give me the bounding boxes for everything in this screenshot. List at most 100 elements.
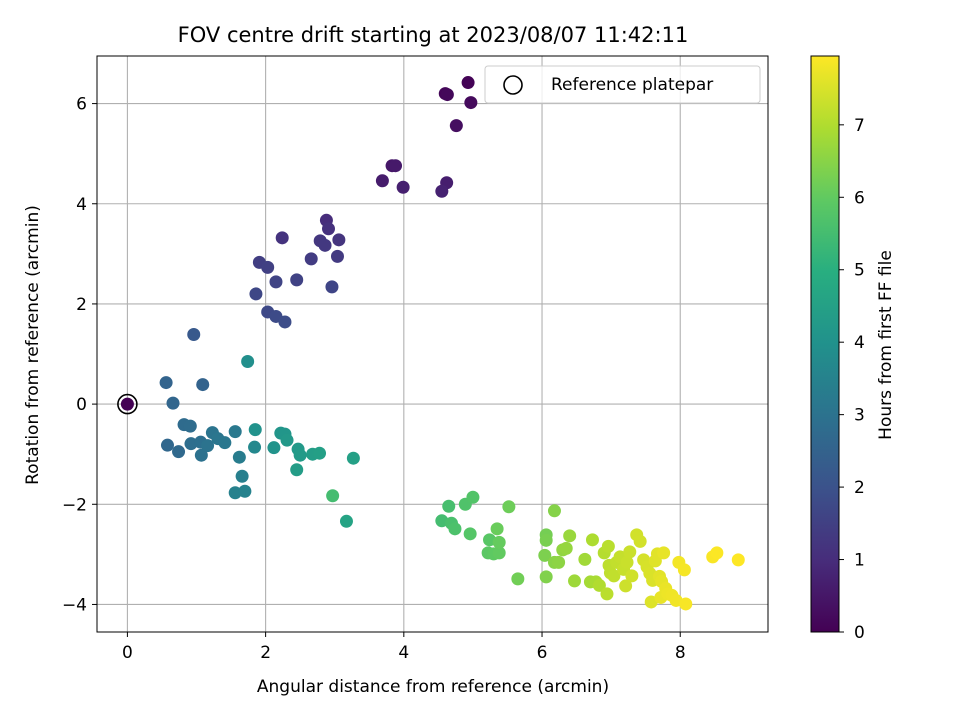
data-point bbox=[511, 572, 525, 586]
data-point bbox=[238, 484, 252, 498]
data-point bbox=[679, 597, 693, 611]
data-point bbox=[304, 252, 318, 266]
reference-marker bbox=[117, 393, 138, 415]
y-axis-label: Rotation from reference (arcmin) bbox=[23, 205, 43, 485]
grid-lines bbox=[97, 56, 768, 632]
data-point bbox=[228, 486, 242, 500]
data-point bbox=[585, 533, 599, 547]
data-point bbox=[280, 433, 294, 447]
data-point bbox=[172, 445, 186, 459]
data-point bbox=[677, 563, 691, 577]
plot-frame bbox=[96, 55, 769, 633]
data-point bbox=[261, 260, 275, 274]
data-point bbox=[633, 534, 647, 548]
data-point bbox=[339, 514, 353, 528]
data-point bbox=[248, 423, 262, 437]
data-point bbox=[194, 448, 208, 462]
y-tick-label: 0 bbox=[76, 395, 87, 415]
data-point bbox=[620, 555, 634, 569]
data-point bbox=[464, 96, 478, 110]
data-point bbox=[184, 437, 198, 451]
data-point bbox=[196, 378, 210, 392]
data-point bbox=[321, 222, 335, 236]
data-point bbox=[228, 425, 242, 439]
colorbar-tick-label: 6 bbox=[854, 188, 865, 208]
data-point bbox=[346, 451, 360, 465]
y-tick-label: −2 bbox=[62, 495, 87, 515]
colorbar-label: Hours from first FF file bbox=[876, 250, 896, 440]
data-point bbox=[396, 180, 410, 194]
data-point bbox=[644, 595, 658, 609]
colorbar-gradient bbox=[810, 55, 840, 633]
data-point bbox=[449, 119, 463, 133]
data-point bbox=[442, 499, 456, 513]
reference-platepar-marker bbox=[117, 393, 138, 415]
y-tick-label: 4 bbox=[76, 195, 87, 215]
data-point bbox=[290, 273, 304, 287]
data-point bbox=[267, 441, 281, 455]
data-point bbox=[492, 546, 506, 560]
legend-box bbox=[484, 65, 761, 104]
data-point bbox=[592, 578, 606, 592]
data-point bbox=[183, 419, 197, 433]
data-point bbox=[623, 545, 637, 559]
data-point bbox=[547, 504, 561, 518]
x-axis-ticks: 0 2 4 6 8 bbox=[122, 632, 686, 663]
data-point bbox=[166, 396, 180, 410]
y-tick-label: −4 bbox=[62, 595, 87, 615]
data-point bbox=[325, 280, 339, 294]
data-point bbox=[159, 376, 173, 390]
y-axis-ticks: −4 −2 0 2 4 6 bbox=[62, 95, 97, 615]
data-point bbox=[278, 315, 292, 329]
data-point bbox=[318, 238, 332, 252]
colorbar-tick-label: 4 bbox=[854, 333, 865, 353]
x-tick-label: 4 bbox=[398, 643, 409, 663]
colorbar-ticks: 0 1 2 3 4 5 6 7 bbox=[839, 116, 865, 643]
data-point bbox=[241, 355, 255, 369]
colorbar-tick-label: 7 bbox=[854, 116, 865, 136]
data-point bbox=[625, 569, 639, 583]
data-point bbox=[601, 539, 615, 553]
data-point bbox=[578, 552, 592, 566]
data-point bbox=[232, 450, 246, 464]
data-point bbox=[248, 440, 262, 454]
data-point bbox=[120, 397, 134, 411]
y-tick-label: 2 bbox=[76, 295, 87, 315]
data-point bbox=[332, 233, 346, 247]
y-tick-label: 6 bbox=[76, 95, 87, 115]
data-point bbox=[539, 570, 553, 584]
data-point bbox=[293, 448, 307, 462]
data-point bbox=[249, 287, 263, 301]
data-point bbox=[657, 546, 671, 560]
data-point bbox=[731, 553, 745, 567]
data-point bbox=[490, 522, 504, 536]
data-point bbox=[187, 327, 201, 341]
data-points bbox=[120, 76, 745, 611]
data-point bbox=[290, 463, 304, 477]
x-tick-label: 2 bbox=[260, 643, 271, 663]
data-point bbox=[160, 438, 174, 452]
data-point bbox=[326, 489, 340, 503]
legend-label: Reference platepar bbox=[551, 75, 713, 95]
data-point bbox=[539, 533, 553, 547]
data-point bbox=[568, 574, 582, 588]
data-point bbox=[330, 249, 344, 263]
data-point bbox=[552, 555, 566, 569]
data-point bbox=[492, 535, 506, 549]
data-point bbox=[440, 88, 454, 102]
data-point bbox=[201, 439, 215, 453]
data-point bbox=[502, 500, 516, 514]
data-point bbox=[269, 275, 283, 289]
colorbar: 0 1 2 3 4 5 6 7 Hours from first FF file bbox=[810, 55, 896, 643]
data-point bbox=[619, 579, 633, 593]
data-point bbox=[375, 174, 389, 188]
x-tick-label: 6 bbox=[537, 643, 548, 663]
data-point bbox=[235, 469, 249, 483]
data-point bbox=[313, 446, 327, 460]
data-point bbox=[435, 184, 449, 198]
x-tick-label: 8 bbox=[675, 643, 686, 663]
chart-title: FOV centre drift starting at 2023/08/07 … bbox=[178, 23, 689, 47]
data-point bbox=[710, 546, 724, 560]
legend-marker-circle-icon bbox=[503, 75, 523, 95]
